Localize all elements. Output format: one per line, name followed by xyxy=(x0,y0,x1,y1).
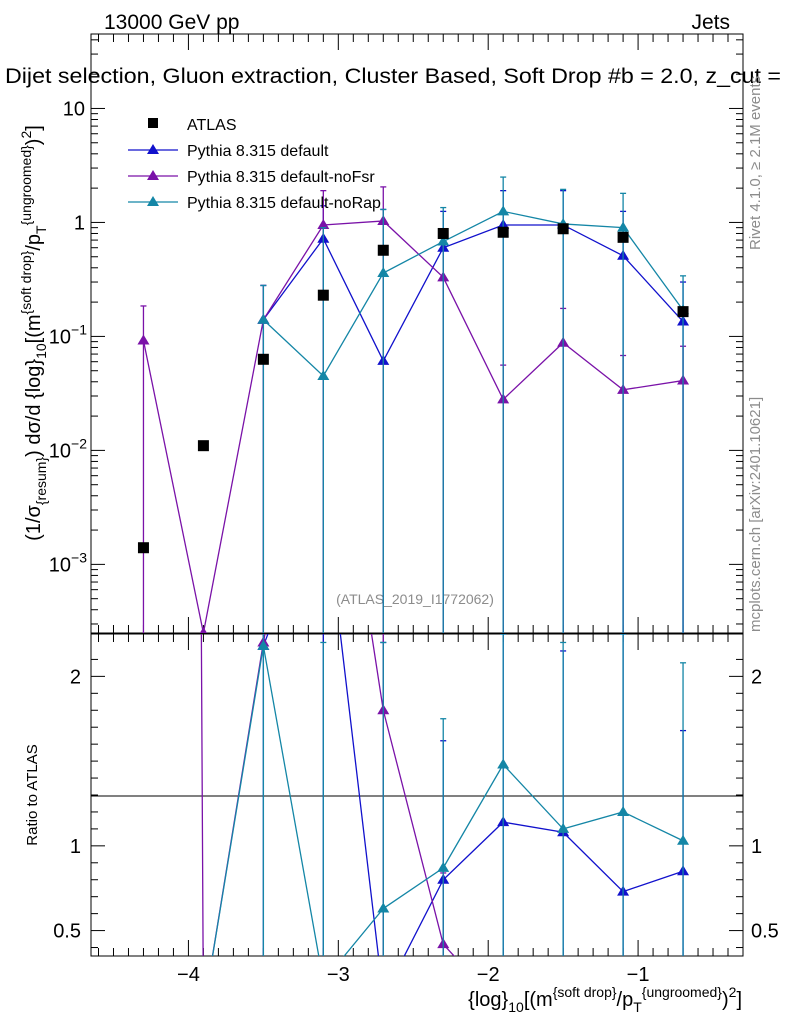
ratio-marker-norap xyxy=(557,822,570,833)
x-tick-label: −1 xyxy=(627,964,650,986)
atlas-point xyxy=(137,542,149,554)
marker-norap xyxy=(377,267,390,278)
y-tick-label: 10 xyxy=(63,98,85,120)
atlas-point xyxy=(317,289,329,301)
ratio-tick-label-right: 0.5 xyxy=(751,921,779,943)
ratio-tick-label-right: 2 xyxy=(751,666,762,688)
atlas-point xyxy=(497,226,509,238)
atlas-point xyxy=(377,244,389,256)
series-line-nofsr xyxy=(142,220,684,633)
ratio-marker-nofsr xyxy=(677,967,689,977)
atlas-point xyxy=(617,231,629,243)
y-tick-label: 10−3 xyxy=(49,549,87,576)
ratio-tick-label: 2 xyxy=(70,666,81,688)
ratio-marker-nofsr xyxy=(197,1006,209,1016)
legend-label-norap: Pythia 8.315 default-noRap xyxy=(187,195,381,212)
ratio-marker-norap xyxy=(377,902,390,913)
ratio-marker-norap xyxy=(437,861,450,872)
main-y-axis: 10 1 10−1 10−2 10−3 xyxy=(49,39,743,625)
legend-label-default: Pythia 8.315 default xyxy=(187,143,329,160)
x-axis-title: {log}10[(m{soft drop}/pT{ungroomed})2] xyxy=(468,984,742,1015)
mcplots-credit: mcplots.cern.ch [arXiv:2401.10621] xyxy=(747,397,764,632)
marker-nofsr xyxy=(137,334,150,345)
atlas-point xyxy=(437,227,449,239)
marker-norap xyxy=(437,235,450,246)
legend-marker-default xyxy=(147,144,159,154)
ratio-marker-norap xyxy=(197,1006,209,1016)
x-tick-label: −4 xyxy=(177,964,200,986)
legend-marker-nofsr xyxy=(147,170,159,180)
legend-label-atlas: ATLAS xyxy=(187,117,237,134)
ratio-panel-frame xyxy=(90,633,744,957)
ratio-series xyxy=(197,634,690,1016)
legend-marker-atlas xyxy=(148,118,158,128)
ratio-marker-norap xyxy=(257,639,270,650)
marker-nofsr xyxy=(317,218,330,229)
atlas-point xyxy=(257,353,269,365)
ratio-tick-label-right: 1 xyxy=(751,836,762,858)
ratio-marker-norap xyxy=(497,758,510,769)
svg-text:{log}10[(m{soft drop}/pT{ungro: {log}10[(m{soft drop}/pT{ungroomed})2] xyxy=(468,984,742,1015)
atlas-point xyxy=(557,223,569,235)
ratio-marker-default xyxy=(377,991,389,1001)
y-axis-title: (1/σ{resum}) dσ/d {log}10[(m{soft drop}/… xyxy=(18,125,49,541)
atlas-point xyxy=(197,440,209,452)
ratio-marker-norap xyxy=(617,805,630,816)
header-left: 13000 GeV pp xyxy=(104,11,239,34)
analysis-id: (ATLAS_2019_I1772062) xyxy=(336,591,494,607)
plot-title: Dijet selection, Gluon extraction, Clust… xyxy=(5,65,781,88)
x-tick-label: −3 xyxy=(327,964,350,986)
y-tick-label: 10−2 xyxy=(49,435,87,462)
series-line-default xyxy=(262,224,684,363)
ratio-line-default xyxy=(262,634,684,956)
y-tick-label: 10−1 xyxy=(49,321,87,348)
marker-norap xyxy=(617,221,630,232)
rivet-version: Rivet 4.1.0, ≥ 2.1M events xyxy=(747,76,764,250)
legend-label-nofsr: Pythia 8.315 default-noFsr xyxy=(187,169,375,186)
atlas-point xyxy=(677,306,689,318)
marker-norap xyxy=(497,205,510,216)
y-tick-label: 1 xyxy=(74,212,85,234)
series-line-norap xyxy=(262,210,684,377)
header-right: Jets xyxy=(691,11,730,34)
legend: ATLAS Pythia 8.315 default Pythia 8.315 … xyxy=(128,117,381,212)
ratio-y-axis: 2 2 1 1 0.5 0.5 xyxy=(53,658,779,949)
ratio-marker-norap xyxy=(677,834,690,845)
main-panel-frame xyxy=(90,33,744,634)
legend-marker-norap xyxy=(147,196,159,206)
marker-nofsr xyxy=(199,627,208,633)
svg-text:(1/σ{resum}) dσ/d {log}10[(m{s: (1/σ{resum}) dσ/d {log}10[(m{soft drop}/… xyxy=(18,125,49,541)
ratio-tick-label: 1 xyxy=(70,836,81,858)
marker-norap xyxy=(317,369,330,380)
ratio-tick-label: 0.5 xyxy=(53,921,81,943)
x-tick-label: −2 xyxy=(477,964,500,986)
marker-norap xyxy=(257,313,270,324)
main-series xyxy=(137,176,690,633)
ratio-y-axis-title: Ratio to ATLAS xyxy=(24,744,41,845)
